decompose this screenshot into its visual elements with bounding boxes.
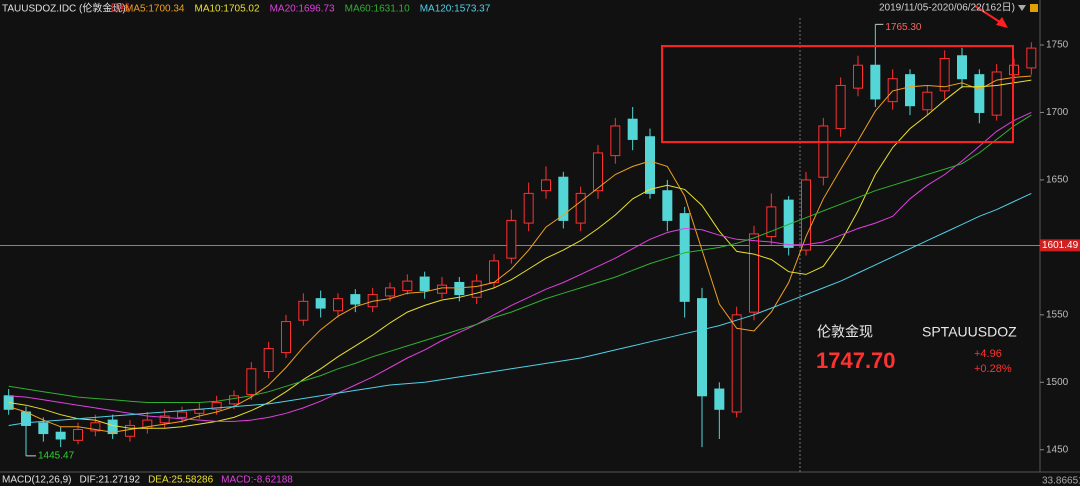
candle-body	[38, 422, 49, 435]
period: 日线	[110, 2, 130, 15]
symbol: TAUUSDOZ.IDC (伦敦金现)	[2, 2, 126, 15]
macd-label: MACD(12,26,9)	[2, 475, 71, 486]
candle-body	[662, 190, 673, 221]
candle-body	[749, 233, 759, 313]
candle-body	[905, 74, 915, 107]
y-tick-label: 1750	[1046, 40, 1069, 51]
candle-body	[506, 219, 517, 259]
candle-body	[263, 348, 274, 373]
candle-body	[125, 424, 135, 437]
high-label: 1765.30	[885, 22, 922, 33]
ma-line	[8, 114, 1032, 403]
candle-body	[385, 287, 395, 297]
legend-entry: MA60:1631.10	[345, 4, 410, 15]
arrow-head	[996, 17, 1008, 28]
candle-body	[73, 429, 83, 441]
candle-body	[3, 395, 14, 410]
macd-axis-label: 33.86651	[1042, 476, 1080, 486]
candle-body	[870, 64, 881, 100]
legend-entry: MA5:1700.34	[125, 4, 185, 15]
candle-body	[766, 206, 777, 238]
y-tick-label: 1500	[1046, 377, 1069, 388]
candle-body	[298, 300, 309, 321]
plot-area	[0, 24, 1040, 456]
candle-body	[523, 192, 534, 224]
candle-body	[229, 395, 239, 405]
candle-body	[159, 415, 170, 424]
candle-body	[315, 298, 326, 309]
candle-body	[679, 213, 690, 302]
macd-label: MACD:-8.62188	[221, 475, 293, 486]
legend-entry: MA10:1705.02	[195, 4, 260, 15]
legend-entry: MA120:1573.37	[420, 4, 491, 15]
candle-body	[541, 179, 551, 192]
macd-label: DIF:21.27192	[79, 475, 140, 486]
candle-body	[991, 71, 1002, 116]
candle-body	[610, 125, 621, 157]
quote-change: +4.96	[974, 348, 1002, 360]
reference-label-box	[1040, 239, 1080, 252]
candle-body	[90, 422, 101, 432]
candle-body	[593, 152, 603, 192]
candle-body	[558, 176, 569, 221]
candle-body	[575, 192, 586, 224]
candle-body	[350, 294, 361, 305]
candle-body	[333, 298, 343, 312]
ma-line	[8, 192, 1032, 426]
candle-body	[714, 388, 725, 410]
quote-code: SPTAUUSDOZ	[922, 324, 1017, 340]
ma-line	[8, 75, 1032, 433]
candle-body	[731, 314, 742, 413]
candle-body	[419, 276, 430, 292]
ma-line	[8, 111, 1032, 422]
candle-body	[1026, 47, 1037, 69]
y-tick-label: 1700	[1046, 107, 1069, 118]
lock-icon[interactable]	[1030, 4, 1038, 12]
candle-body	[402, 280, 413, 292]
candle-body	[922, 91, 933, 111]
candle-body	[471, 280, 482, 298]
y-tick-label: 1550	[1046, 309, 1069, 320]
candle-body	[801, 179, 811, 251]
reference-label: 1601.49	[1042, 240, 1079, 251]
candle-body	[697, 298, 707, 397]
macd-label: DEA:25.58286	[148, 475, 213, 486]
quote-change-pct: +0.28%	[974, 363, 1012, 375]
legend-entry: MA20:1696.73	[270, 4, 335, 15]
candle-body	[818, 125, 829, 178]
quote-name: 伦敦金现	[817, 324, 873, 340]
arrow-shaft	[974, 5, 1004, 25]
candle-body	[853, 64, 863, 89]
candle-body	[281, 321, 291, 354]
y-tick-label: 1650	[1046, 175, 1069, 186]
ma-line	[8, 79, 1032, 429]
candle-body	[627, 118, 638, 140]
candle-body	[107, 419, 118, 435]
candle-body	[939, 57, 950, 92]
candle-body	[246, 368, 257, 395]
y-tick-label: 1450	[1046, 444, 1069, 455]
candle-body	[55, 431, 66, 440]
low-label: 1445.47	[38, 451, 75, 462]
candle-body	[177, 411, 187, 418]
candle-body	[489, 260, 499, 283]
candle-body	[974, 74, 985, 113]
candle-body	[454, 281, 465, 296]
candle-body	[835, 84, 846, 130]
candle-body	[957, 55, 967, 80]
candle-body	[783, 199, 794, 248]
candle-body	[211, 402, 222, 410]
candle-body	[437, 284, 447, 294]
range-label: 2019/11/05-2020/06/22(162日)	[879, 3, 1015, 14]
dropdown-icon[interactable]	[1018, 5, 1026, 11]
candle-body	[645, 136, 655, 194]
highlight-box	[661, 45, 1014, 143]
quote-price: 1747.70	[816, 348, 896, 373]
